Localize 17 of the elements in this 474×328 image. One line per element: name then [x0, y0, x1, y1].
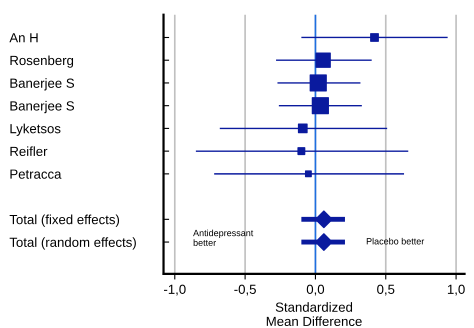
y-tick-label: An H [9, 33, 38, 42]
annotation: Placebo better [366, 238, 424, 244]
x-tick-label: 0,5 [377, 284, 394, 296]
x-tick-label: 1,0 [448, 284, 465, 296]
y-tick-label: Lyketsos [10, 124, 60, 136]
annotation: Antidepressant better [193, 230, 254, 246]
x-tick-label: 0,0 [306, 284, 324, 296]
x-axis-title: Standardized Mean Difference [266, 302, 362, 326]
y-tick-label: Banerjee S [10, 100, 74, 114]
y-tick-label: Rosenberg [10, 55, 74, 68]
y-tick-label: Reifler [10, 146, 48, 156]
y-tick-label: Petracca [10, 170, 62, 179]
y-tick-label: Total (fixed effects) [10, 214, 120, 227]
y-tick-label: Total (random effects) [10, 237, 136, 250]
y-tick-label: Banerjee S [10, 78, 74, 90]
x-tick-label: -0,5 [234, 284, 256, 296]
x-tick-label: -1,0 [164, 284, 186, 296]
